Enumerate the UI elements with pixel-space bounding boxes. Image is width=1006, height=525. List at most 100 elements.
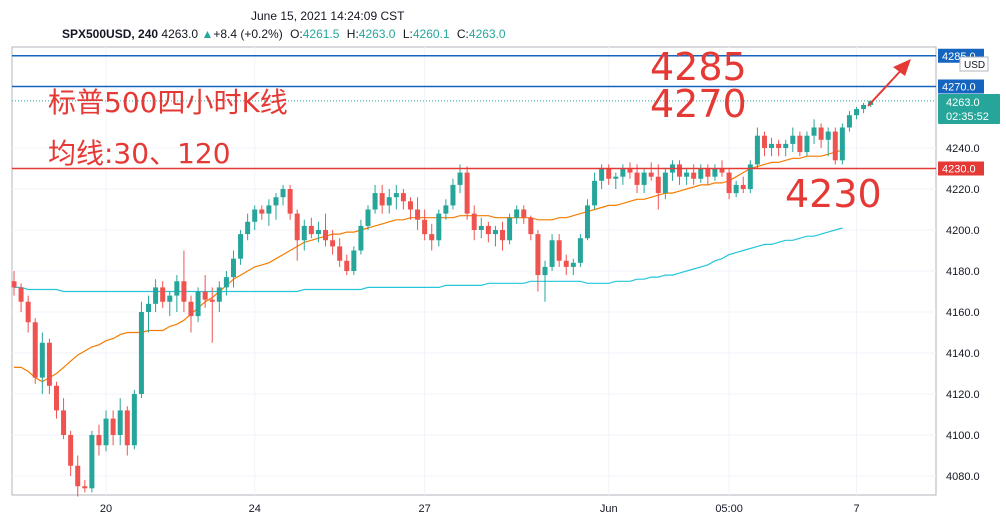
candle-body	[365, 209, 371, 226]
candle-body	[854, 109, 860, 116]
candle-body	[202, 291, 208, 300]
candle-body	[238, 234, 244, 259]
candle-body	[691, 172, 697, 179]
candle-body	[103, 418, 109, 446]
candle-body	[89, 435, 95, 489]
candle-body	[811, 127, 817, 136]
candle-body	[797, 135, 803, 153]
level-tag-4270	[938, 79, 984, 94]
ma-line-ma120	[14, 227, 843, 293]
candle-body	[252, 209, 258, 222]
x-tick-label: 27	[419, 503, 431, 515]
candle-body	[761, 135, 767, 148]
candle-body	[117, 410, 123, 435]
candle-body	[315, 230, 321, 235]
candle-body	[712, 168, 718, 177]
candle-body	[358, 225, 364, 251]
level-tag-label-4230: 4230.0	[942, 164, 976, 176]
candle-body	[599, 168, 605, 181]
candle-body	[266, 205, 272, 214]
candle-body	[39, 342, 45, 378]
candle-body	[776, 143, 782, 148]
candle-body	[75, 465, 81, 487]
ma-line-ma30	[14, 149, 843, 383]
close-label: C:	[456, 27, 469, 41]
candle-body	[18, 287, 24, 302]
low-label: L:	[402, 27, 413, 41]
close-value: 4263.0	[468, 27, 506, 41]
candle-body	[521, 209, 527, 218]
candle-body	[294, 213, 300, 241]
candle-body	[223, 277, 229, 288]
currency-badge[interactable]	[959, 56, 989, 72]
candle-body	[514, 209, 520, 218]
candle-body	[825, 131, 831, 140]
candle-body	[839, 127, 845, 161]
candle-body	[832, 131, 838, 161]
candle-body	[372, 193, 378, 210]
candle-body	[259, 209, 265, 214]
candle-body	[577, 238, 583, 263]
current-price-value: 4263.0	[946, 97, 980, 109]
candle-body	[818, 127, 824, 140]
candle-body	[124, 410, 130, 446]
level-tag-label-4270: 4270.0	[942, 82, 976, 94]
candle-body	[308, 225, 314, 235]
candle-body	[379, 193, 385, 206]
candle-body	[592, 180, 598, 206]
candle-body	[287, 189, 293, 214]
candle-body	[478, 225, 484, 230]
candle-body	[790, 135, 796, 144]
candle-body	[606, 168, 612, 179]
candle-body	[167, 295, 173, 302]
candle-body	[422, 219, 428, 235]
level-tag-4230	[938, 161, 984, 176]
annotation-4230: 4230	[785, 172, 882, 216]
candle-body	[804, 135, 810, 153]
candle-body	[146, 303, 152, 312]
header-ohlc-line: SPX500USD, 240 4263.0 ▲+8.4 (+0.2%) O:42…	[62, 27, 506, 41]
symbol-label[interactable]: SPX500USD, 240	[62, 27, 159, 41]
candle-body	[627, 168, 633, 173]
candle-body	[160, 287, 166, 302]
candle-body	[648, 172, 654, 177]
high-label: H:	[346, 27, 359, 41]
x-tick-label: Jun	[600, 503, 618, 515]
up-arrow-icon: ▲	[201, 27, 214, 41]
candle-body	[641, 172, 647, 185]
low-value: 4260.1	[412, 27, 450, 41]
annotation-4270: 4270	[650, 82, 747, 126]
header-datetime: June 15, 2021 14:24:09 CST	[251, 9, 405, 23]
candle-body	[634, 172, 640, 185]
candle-body	[684, 172, 690, 177]
candle-body	[733, 184, 739, 194]
currency-label: USD	[964, 60, 985, 71]
candle-body	[584, 205, 590, 239]
y-tick-label: 4200.0	[946, 225, 980, 237]
high-value: 4263.0	[358, 27, 396, 41]
x-tick-label: 20	[100, 503, 112, 515]
candle-body	[507, 217, 513, 241]
y-tick-label: 4180.0	[946, 266, 980, 278]
candle-body	[450, 184, 456, 206]
candle-body	[563, 260, 569, 267]
candle-body	[393, 193, 399, 198]
current-price-tag	[938, 94, 1000, 124]
candle-body	[457, 172, 463, 185]
candle-body	[245, 221, 251, 235]
candle-body	[613, 176, 619, 179]
candle-body	[556, 240, 562, 261]
y-tick-label: 4120.0	[946, 389, 980, 401]
y-axis: 4080.0 4100.0 4120.0 4140.0 4160.0 4180.0 4200…	[946, 143, 980, 483]
candle-body	[500, 230, 506, 241]
candle-body	[769, 143, 775, 148]
y-tick-label: 4140.0	[946, 348, 980, 360]
price-change: +8.4 (+0.2%)	[213, 27, 283, 41]
candle-body	[181, 281, 187, 302]
candle-body	[53, 385, 59, 411]
candle-body	[549, 240, 555, 267]
candle-body	[188, 301, 194, 317]
